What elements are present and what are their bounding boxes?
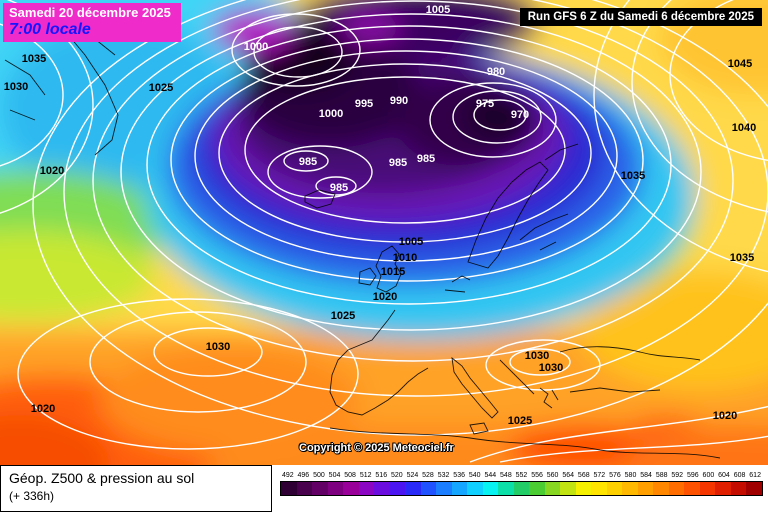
legend-values-row: 492 496 500 504 508 512 516 520 524 528 532 536 540 5… xyxy=(280,472,763,480)
legend-color-cell xyxy=(529,482,545,495)
legend-value: 512 xyxy=(359,472,372,479)
legend-color-cell xyxy=(637,482,654,495)
legend-color-row xyxy=(280,481,763,496)
legend-value: 572 xyxy=(593,472,606,479)
legend-color-cell xyxy=(560,482,576,495)
legend-color-cell xyxy=(343,482,359,495)
map-title-box: Géop. Z500 & pression au sol (+ 336h) xyxy=(0,465,272,512)
legend-color-cell xyxy=(281,482,297,495)
legend-color-cell xyxy=(405,482,421,495)
map-area: 1005 1000 995 990 1000 980 975 970 985 985 985 985 1… xyxy=(0,0,768,465)
legend-color-cell xyxy=(513,482,530,495)
run-info-box: Run GFS 6 Z du Samedi 6 décembre 2025 xyxy=(519,8,762,26)
legend-color-cell xyxy=(746,482,762,495)
legend-value: 500 xyxy=(313,472,325,479)
legend-value: 508 xyxy=(344,472,356,479)
legend-colorbar: 492 496 500 504 508 512 516 520 524 528 532 536 540 5… xyxy=(272,465,768,512)
date-text: Samedi 20 décembre 2025 xyxy=(9,5,171,20)
legend-color-cell xyxy=(451,482,468,495)
map-title: Géop. Z500 & pression au sol xyxy=(9,470,195,486)
legend-value: 596 xyxy=(686,472,699,479)
legend-color-cell xyxy=(374,482,390,495)
legend-color-cell xyxy=(498,482,514,495)
legend-value: 584 xyxy=(640,472,652,479)
legend-value: 580 xyxy=(624,472,637,479)
legend-color-cell xyxy=(312,482,328,495)
legend-color-cell xyxy=(467,482,483,495)
legend-value: 568 xyxy=(577,472,590,479)
legend-color-cell xyxy=(436,482,452,495)
legend-color-cell xyxy=(482,482,499,495)
legend-value: 564 xyxy=(562,472,575,479)
legend-value: 492 xyxy=(281,472,294,479)
legend-value: 612 xyxy=(749,472,761,479)
legend-value: 524 xyxy=(406,472,419,479)
local-time-text: 7:00 locale xyxy=(9,21,91,38)
legend-color-cell xyxy=(653,482,669,495)
legend-color-cell xyxy=(699,482,716,495)
legend-value: 504 xyxy=(328,472,341,479)
legend-value: 548 xyxy=(500,472,512,479)
legend-value: 576 xyxy=(609,472,621,479)
legend-color-cell xyxy=(622,482,638,495)
legend-value: 588 xyxy=(655,472,668,479)
forecast-hour: (+ 336h) xyxy=(9,489,55,503)
legend-value: 560 xyxy=(546,472,559,479)
isobar-contours xyxy=(0,0,768,462)
bottom-bar: Géop. Z500 & pression au sol (+ 336h) 49… xyxy=(0,465,768,512)
legend-value: 608 xyxy=(733,472,746,479)
legend-value: 552 xyxy=(515,472,528,479)
legend-value: 544 xyxy=(484,472,497,479)
legend-value: 496 xyxy=(297,472,310,479)
legend-color-cell xyxy=(730,482,747,495)
legend-color-cell xyxy=(591,482,607,495)
legend-value: 592 xyxy=(671,472,684,479)
legend-color-cell xyxy=(684,482,700,495)
legend-color-cell xyxy=(668,482,685,495)
legend-color-cell xyxy=(606,482,623,495)
legend-color-cell xyxy=(544,482,561,495)
legend-color-cell xyxy=(296,482,313,495)
legend-value: 540 xyxy=(468,472,481,479)
legend-value: 536 xyxy=(453,472,465,479)
legend-color-cell xyxy=(389,482,406,495)
legend-value: 556 xyxy=(531,472,543,479)
legend-value: 528 xyxy=(422,472,434,479)
legend-color-cell xyxy=(327,482,344,495)
geopotential-field xyxy=(0,0,768,465)
legend-color-cell xyxy=(420,482,437,495)
weather-map xyxy=(0,0,768,465)
legend-value: 532 xyxy=(437,472,450,479)
legend-value: 600 xyxy=(702,472,715,479)
legend-value: 516 xyxy=(375,472,388,479)
legend-color-cell xyxy=(358,482,375,495)
legend-value: 604 xyxy=(718,472,730,479)
legend-color-cell xyxy=(715,482,731,495)
legend-value: 520 xyxy=(390,472,403,479)
copyright-text: Copyright © 2025 Meteociel.fr xyxy=(299,442,454,454)
date-box: Samedi 20 décembre 2025 7:00 locale xyxy=(3,3,181,42)
legend-color-cell xyxy=(575,482,592,495)
